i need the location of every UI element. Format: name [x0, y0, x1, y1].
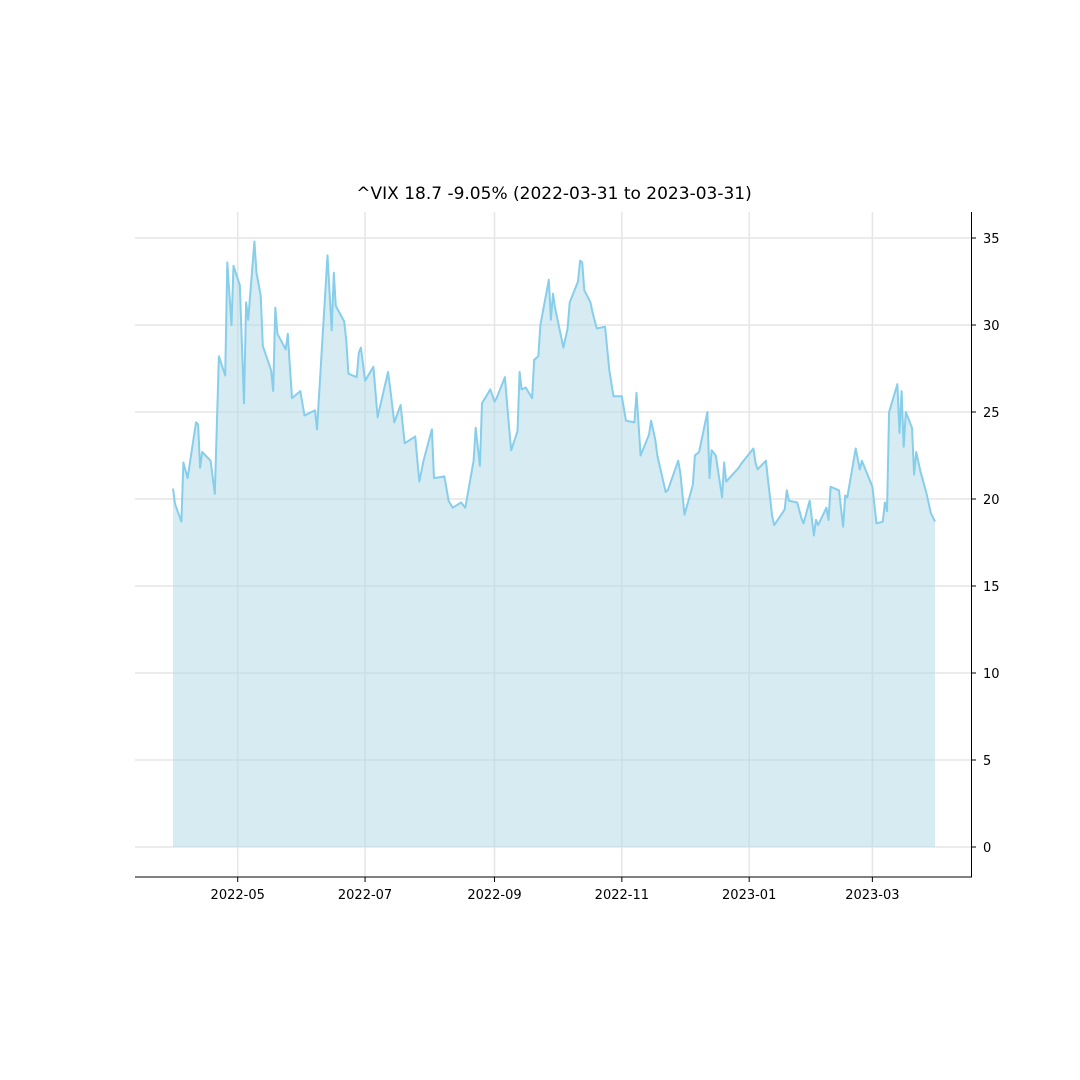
- y-tick-label: 35: [983, 232, 1000, 247]
- y-tick-label: 25: [983, 406, 1000, 421]
- x-tick-label: 2022-05: [211, 888, 265, 903]
- y-tick-label: 20: [983, 493, 1000, 508]
- x-tick-label: 2022-11: [595, 888, 649, 903]
- y-axis-ticks: 0 5 10 15 20 25 30 35: [971, 232, 1000, 856]
- x-tick-label: 2023-01: [722, 888, 776, 903]
- x-tick-label: 2022-07: [338, 888, 392, 903]
- y-tick-label: 30: [983, 319, 1000, 334]
- x-tick-label: 2022-09: [467, 888, 521, 903]
- x-axis-ticks: 2022-05 2022-07 2022-09 2022-11 2023-01 2023-…: [211, 877, 900, 903]
- chart-title: ^VIX 18.7 -9.05% (2022-03-31 to 2023-03-…: [356, 184, 752, 204]
- data-line: [172, 240, 936, 537]
- y-tick-label: 10: [983, 667, 1000, 682]
- axes: [135, 212, 972, 878]
- y-tick-label: 15: [983, 580, 1000, 595]
- x-tick-label: 2023-03: [845, 888, 899, 903]
- area-fill: [173, 241, 935, 847]
- y-tick-label: 5: [983, 754, 991, 769]
- y-tick-label: 0: [983, 841, 991, 856]
